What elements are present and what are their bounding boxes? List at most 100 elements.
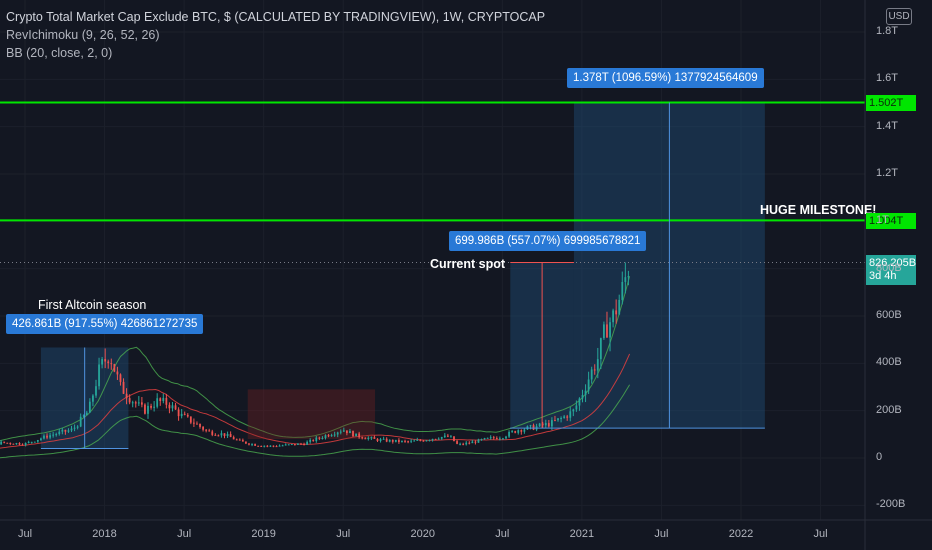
candle-body (251, 444, 253, 446)
candle-body (404, 440, 406, 442)
candle-body (144, 404, 146, 414)
candle-body (232, 437, 235, 440)
candle-body (159, 398, 162, 402)
candle-body (498, 438, 501, 440)
candle-body (529, 425, 532, 427)
candle-body (98, 364, 100, 387)
candle-body (82, 415, 85, 417)
callout-left-measure: 426.861B (917.55%) 426861272735 (6, 314, 204, 334)
time-tick-label: 2018 (92, 528, 117, 540)
bb-basis-line (0, 353, 631, 449)
candle-body (0, 441, 3, 445)
candle-body (398, 439, 400, 442)
candle-body (208, 430, 211, 432)
candle-body (419, 439, 422, 441)
candle-body (33, 441, 36, 443)
callout-mid-measure: 699.986B (557.07%) 699985678821 (449, 231, 647, 251)
candle-body (437, 438, 440, 440)
indicator-bb-label[interactable]: BB (20, close, 2, 0) (6, 46, 113, 60)
currency-button[interactable]: USD (886, 8, 912, 25)
candle-body (52, 434, 55, 436)
candle-body (238, 439, 241, 441)
candle-body (235, 439, 238, 441)
candle-body (413, 440, 416, 442)
candle-body (581, 395, 584, 399)
candle-body (162, 397, 165, 402)
time-tick-label: Jul (654, 528, 669, 540)
candle-body (578, 398, 581, 406)
candle-body (434, 438, 437, 440)
candle-body (514, 431, 517, 433)
candle-body (55, 434, 58, 436)
candle-body (85, 412, 88, 416)
candle-body (150, 405, 152, 408)
candle-body (312, 439, 315, 442)
candle-body (269, 445, 272, 447)
candle-body (416, 439, 419, 441)
candle-body (211, 431, 214, 435)
candle-body (462, 443, 465, 445)
candle-body (214, 434, 217, 436)
candle-body (260, 445, 263, 447)
candle-body (345, 430, 348, 434)
candle-body (609, 322, 611, 338)
candle-body (287, 444, 290, 446)
candle-body (134, 402, 137, 404)
time-tick-label: 2020 (410, 528, 436, 540)
candle-body (615, 310, 618, 315)
candle-body (226, 434, 229, 437)
candle-body (523, 429, 526, 432)
candle-body (618, 299, 621, 315)
candle-body (318, 437, 321, 439)
time-tick-label: 2021 (569, 528, 595, 540)
indicator-ichimoku-label[interactable]: RevIchimoku (9, 26, 52, 26) (6, 28, 160, 42)
candle-body (459, 443, 462, 445)
candle-body (128, 398, 131, 403)
candle-body (327, 435, 330, 437)
candle-body (104, 359, 107, 362)
candle-body (612, 310, 614, 323)
candle-body (257, 445, 260, 447)
candle-body (330, 435, 333, 437)
price-tick-label: 1.4T (876, 119, 899, 132)
candle-body (425, 440, 428, 442)
horizontal-levels[interactable] (0, 101, 865, 263)
price-tick-label: 600B (876, 309, 902, 321)
candle-body (168, 404, 171, 409)
candle-body (40, 438, 42, 440)
candle-body (95, 386, 97, 396)
candle-body (422, 440, 425, 442)
candle-body (606, 324, 608, 338)
candle-body (575, 405, 578, 410)
bar-countdown: 3d 4h (869, 270, 897, 282)
candle-body (3, 441, 6, 443)
price-tick-label: 0 (876, 451, 883, 463)
time-tick-label: Jul (336, 528, 351, 540)
bb-upper-line (0, 276, 631, 442)
candle-body (333, 434, 336, 436)
candle-body (229, 434, 232, 438)
candle-body (492, 437, 495, 439)
candle-body (624, 277, 627, 282)
candle-body (266, 445, 269, 447)
candle-body (113, 364, 116, 372)
candle-series (0, 262, 630, 448)
huge-milestone-label: HUGE MILESTONE! (760, 203, 877, 217)
candle-body (110, 363, 113, 365)
indicator-bands (0, 276, 631, 459)
candle-body (137, 402, 140, 404)
candle-body (563, 416, 566, 418)
candle-body (349, 431, 351, 434)
candle-body (355, 433, 357, 437)
price-tick-label: -200B (876, 498, 906, 511)
candle-body (584, 390, 587, 396)
candle-body (551, 420, 553, 427)
candle-body (46, 435, 48, 438)
candle-body (272, 445, 275, 447)
candle-body (508, 431, 510, 437)
candle-body (364, 438, 367, 440)
time-tick-label: Jul (177, 528, 192, 540)
candle-body (572, 409, 575, 412)
